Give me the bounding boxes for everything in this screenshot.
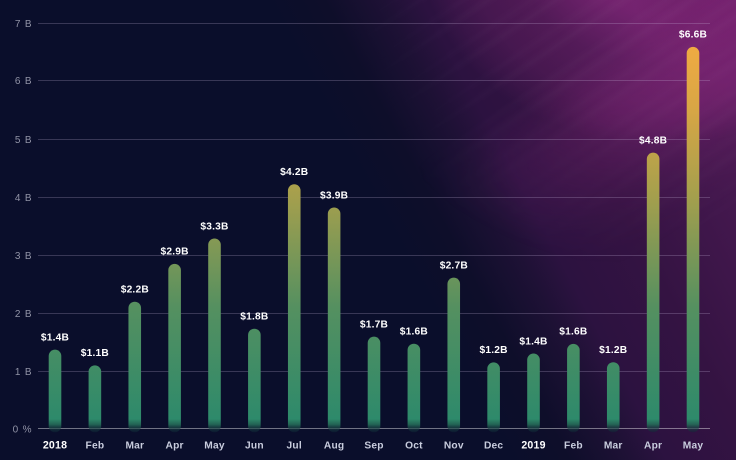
svg-text:$2.7B: $2.7B: [440, 260, 468, 271]
svg-text:0 %: 0 %: [13, 425, 33, 436]
svg-text:$1.4B: $1.4B: [519, 336, 547, 347]
svg-text:$3.3B: $3.3B: [200, 221, 228, 232]
svg-text:3 B: 3 B: [15, 251, 32, 262]
svg-text:$1.2B: $1.2B: [480, 345, 508, 356]
svg-text:Feb: Feb: [564, 440, 583, 451]
svg-text:$1.8B: $1.8B: [240, 312, 268, 323]
svg-text:$1.4B: $1.4B: [41, 332, 69, 343]
svg-text:2019: 2019: [521, 439, 545, 451]
svg-text:$1.6B: $1.6B: [400, 327, 428, 338]
svg-text:$1.7B: $1.7B: [360, 319, 388, 330]
svg-text:$1.1B: $1.1B: [81, 348, 109, 359]
svg-text:Apr: Apr: [644, 440, 662, 451]
svg-text:Dec: Dec: [484, 440, 503, 451]
svg-text:$2.2B: $2.2B: [121, 285, 149, 296]
svg-text:Apr: Apr: [166, 440, 184, 451]
svg-text:Mar: Mar: [125, 440, 144, 451]
svg-text:Aug: Aug: [324, 440, 344, 451]
svg-text:2 B: 2 B: [15, 309, 32, 320]
svg-text:May: May: [204, 440, 225, 451]
svg-text:$1.2B: $1.2B: [599, 345, 627, 356]
svg-text:Sep: Sep: [364, 440, 383, 451]
svg-text:Jun: Jun: [245, 440, 264, 451]
svg-text:Jul: Jul: [287, 440, 302, 451]
svg-text:$3.9B: $3.9B: [320, 190, 348, 201]
svg-text:May: May: [683, 440, 704, 451]
svg-text:Oct: Oct: [405, 440, 423, 451]
svg-text:Feb: Feb: [86, 440, 105, 451]
svg-text:1 B: 1 B: [15, 367, 32, 378]
svg-text:2018: 2018: [43, 439, 67, 451]
svg-text:4 B: 4 B: [15, 193, 32, 204]
svg-text:7 B: 7 B: [15, 19, 32, 30]
svg-text:$4.2B: $4.2B: [280, 167, 308, 178]
svg-text:Nov: Nov: [444, 440, 464, 451]
svg-text:6 B: 6 B: [15, 76, 32, 87]
svg-text:Mar: Mar: [604, 440, 623, 451]
svg-text:$1.6B: $1.6B: [559, 327, 587, 338]
svg-text:5 B: 5 B: [15, 135, 32, 146]
svg-text:$6.6B: $6.6B: [679, 30, 707, 41]
svg-text:$2.9B: $2.9B: [161, 247, 189, 258]
svg-text:$4.8B: $4.8B: [639, 135, 667, 146]
